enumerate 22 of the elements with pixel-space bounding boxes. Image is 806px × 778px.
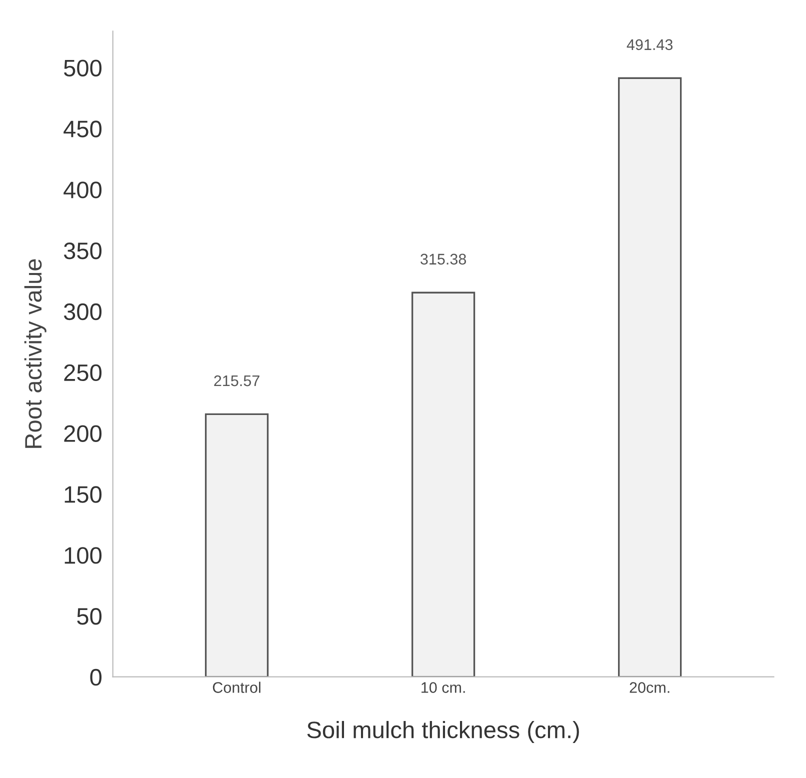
y-tick-label: 300 [64,303,102,320]
x-tick-label: 10 cm. [422,682,465,693]
y-tick-label: 450 [64,120,102,138]
y-axis-title: Root activity value [24,259,46,448]
y-tick-label: 250 [64,364,102,382]
data-label: 491.43 [626,39,673,50]
data-label: 215.57 [214,375,260,386]
y-tick-label: 350 [64,242,102,260]
y-tick-label: 100 [64,547,102,564]
x-tick-label: 20cm. [630,682,670,693]
y-tick-label: 50 [77,608,102,625]
x-tick-label: Control [212,682,260,693]
bar [618,77,682,677]
y-tick-label: 500 [64,60,102,76]
bar [204,413,269,677]
y-tick-label: 150 [64,486,102,503]
x-axis-title: Soil mulch thickness (cm.) [307,720,579,743]
y-tick-label: 400 [64,182,102,198]
data-label: 315.38 [420,254,466,265]
y-tick-label: 0 [90,668,102,686]
bar [411,292,476,677]
y-tick-label: 200 [64,425,102,442]
